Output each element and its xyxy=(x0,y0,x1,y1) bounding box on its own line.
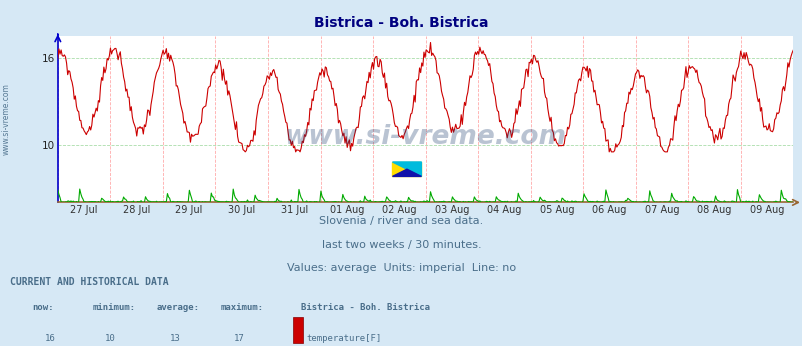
Text: 13: 13 xyxy=(169,334,180,343)
Text: 16: 16 xyxy=(45,334,55,343)
Text: www.si-vreme.com: www.si-vreme.com xyxy=(284,124,566,150)
Polygon shape xyxy=(392,162,421,176)
Text: minimum:: minimum: xyxy=(92,303,136,312)
Text: Bistrica - Boh. Bistrica: Bistrica - Boh. Bistrica xyxy=(301,303,430,312)
Text: 17: 17 xyxy=(233,334,244,343)
Text: CURRENT AND HISTORICAL DATA: CURRENT AND HISTORICAL DATA xyxy=(10,277,168,287)
Text: last two weeks / 30 minutes.: last two weeks / 30 minutes. xyxy=(322,240,480,250)
Text: Values: average  Units: imperial  Line: no: Values: average Units: imperial Line: no xyxy=(286,263,516,273)
Polygon shape xyxy=(392,169,421,176)
Text: www.si-vreme.com: www.si-vreme.com xyxy=(2,83,10,155)
Polygon shape xyxy=(392,162,421,176)
Text: Bistrica - Boh. Bistrica: Bistrica - Boh. Bistrica xyxy=(314,16,488,29)
Text: now:: now: xyxy=(32,303,54,312)
Text: Slovenia / river and sea data.: Slovenia / river and sea data. xyxy=(319,216,483,226)
Text: temperature[F]: temperature[F] xyxy=(306,334,381,343)
Text: maximum:: maximum: xyxy=(221,303,264,312)
Text: 10: 10 xyxy=(105,334,115,343)
Text: average:: average: xyxy=(156,303,200,312)
